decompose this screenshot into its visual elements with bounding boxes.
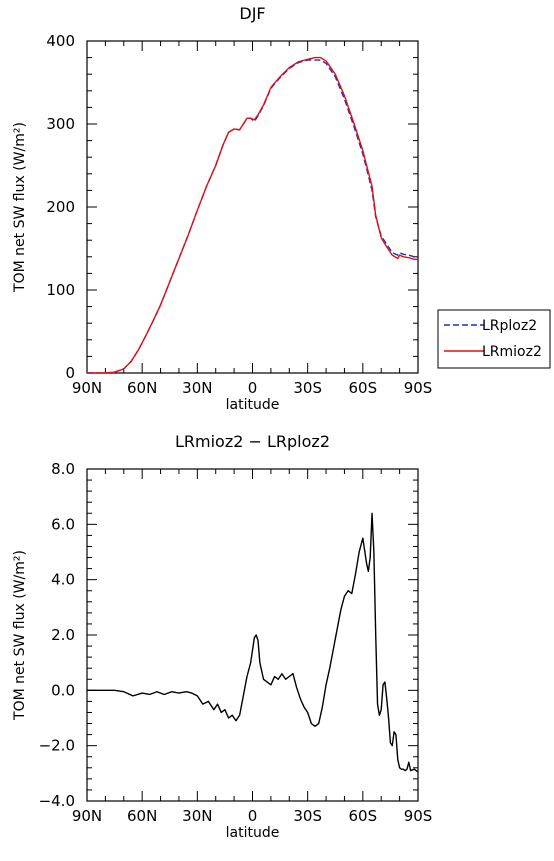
x-axis-label: latitude xyxy=(226,825,280,841)
x-tick-label: 30S xyxy=(293,807,322,825)
legend: LRploz2 LRmioz2 xyxy=(437,309,551,369)
x-tick-label: 60N xyxy=(127,807,157,825)
plot-frame xyxy=(86,468,419,802)
chart-title: DJF xyxy=(239,4,265,23)
legend-label-lrploz2: LRploz2 xyxy=(482,318,537,334)
x-tick-label: 60S xyxy=(349,379,378,397)
y-axis-label: TOM net SW flux (W/m²) xyxy=(12,122,28,293)
y-tick-label: 0.0 xyxy=(51,681,75,699)
y-tick-label: 200 xyxy=(46,198,75,216)
legend-box xyxy=(437,309,551,369)
x-tick-label: 30N xyxy=(182,807,212,825)
y-tick-label: 8.0 xyxy=(51,460,75,478)
x-tick-label: 90S xyxy=(404,807,433,825)
x-tick-label: 30N xyxy=(182,379,212,397)
x-tick-label: 90N xyxy=(72,379,102,397)
plot-frame xyxy=(86,40,419,374)
y-tick-label: 400 xyxy=(46,32,75,50)
x-tick-label: 30S xyxy=(293,379,322,397)
panel-2: LRmioz2 − LRploz2 90N 60N 30N 0 30S 60S 90S −4.0… xyxy=(12,432,432,841)
panel-1: DJF 90N 60N 30N 0 30S 60S 90S 0 100 200 300 400 latit… xyxy=(12,4,551,413)
y-tick-label: 0 xyxy=(65,364,75,382)
x-tick-label: 0 xyxy=(248,379,258,397)
x-tick-label: 60S xyxy=(349,807,378,825)
y-axis-label: TOM net SW flux (W/m²) xyxy=(12,550,28,721)
y-tick-label: 4.0 xyxy=(51,571,75,589)
series-line-lrploz2 xyxy=(87,59,418,373)
chart-title: LRmioz2 − LRploz2 xyxy=(175,432,330,451)
y-tick-label: 100 xyxy=(46,281,75,299)
x-axis-label: latitude xyxy=(226,397,280,413)
x-tick-label: 60N xyxy=(127,379,157,397)
series-line-difference xyxy=(87,512,418,773)
y-tick-label: 2.0 xyxy=(51,626,75,644)
x-tick-label: 90N xyxy=(72,807,102,825)
y-tick-label: 300 xyxy=(46,115,75,133)
y-tick-label: 6.0 xyxy=(51,515,75,533)
legend-label-lrmioz2: LRmioz2 xyxy=(482,344,542,360)
series-line-lrmioz2 xyxy=(87,56,418,373)
y-tick-label: −4.0 xyxy=(39,792,75,810)
x-tick-label: 90S xyxy=(404,379,433,397)
x-tick-label: 0 xyxy=(248,807,258,825)
y-tick-label: −2.0 xyxy=(39,737,75,755)
